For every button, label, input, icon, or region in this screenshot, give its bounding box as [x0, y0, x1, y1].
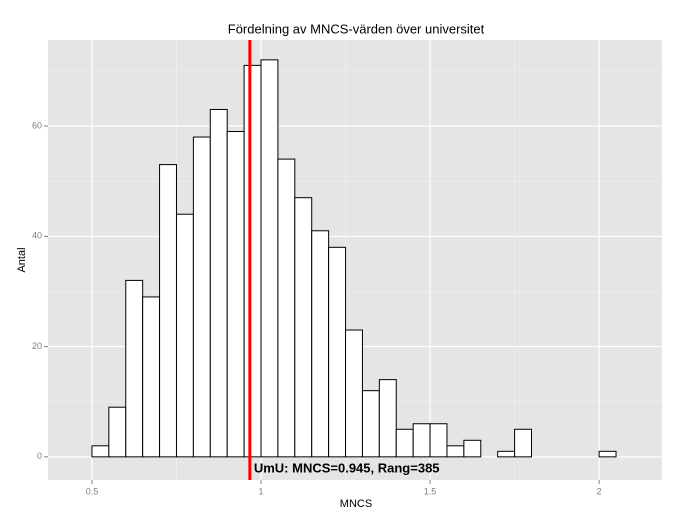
histogram-bar — [598, 450, 617, 458]
histogram-bar — [125, 279, 144, 458]
histogram-bar — [294, 197, 313, 458]
histogram-bar — [192, 136, 211, 458]
histogram-bar — [260, 59, 279, 458]
histogram-bar — [328, 246, 347, 458]
x-tick-label: 0.5 — [86, 486, 99, 496]
y-tick-label: 60 — [32, 120, 42, 130]
y-tick-label: 40 — [32, 231, 42, 241]
y-tick-label: 0 — [37, 451, 42, 461]
histogram-bar — [175, 213, 194, 458]
histogram-bar — [429, 423, 448, 458]
histogram-bar — [277, 158, 296, 458]
histogram-bar — [378, 379, 397, 458]
histogram-bar — [142, 296, 161, 458]
histogram-bar — [226, 131, 245, 458]
x-axis-label: MNCS — [340, 498, 372, 510]
chart-title: Fördelning av MNCS-värden över universit… — [228, 21, 485, 36]
annotation: UmU: MNCS=0.945, Rang=385 — [254, 460, 440, 475]
histogram-bar — [159, 164, 177, 458]
histogram-bar — [311, 230, 330, 458]
histogram-bar — [243, 64, 262, 458]
histogram-bar — [463, 439, 482, 458]
histogram-bar — [395, 428, 414, 458]
histogram-bar — [361, 390, 380, 458]
y-tick-label: 20 — [32, 341, 42, 351]
histogram-bar — [108, 406, 127, 458]
x-tick-label: 1.5 — [424, 486, 437, 496]
x-tick-label: 1 — [258, 486, 263, 496]
histogram-bar — [514, 428, 532, 458]
histogram-bar — [345, 329, 363, 458]
x-tick-label: 2 — [597, 486, 602, 496]
histogram-bar — [412, 423, 431, 458]
histogram-bar — [91, 445, 110, 458]
histogram-bar — [209, 108, 228, 458]
histogram-bar — [497, 450, 516, 458]
y-axis-label: Antal — [16, 247, 28, 272]
histogram-bar — [446, 445, 465, 458]
